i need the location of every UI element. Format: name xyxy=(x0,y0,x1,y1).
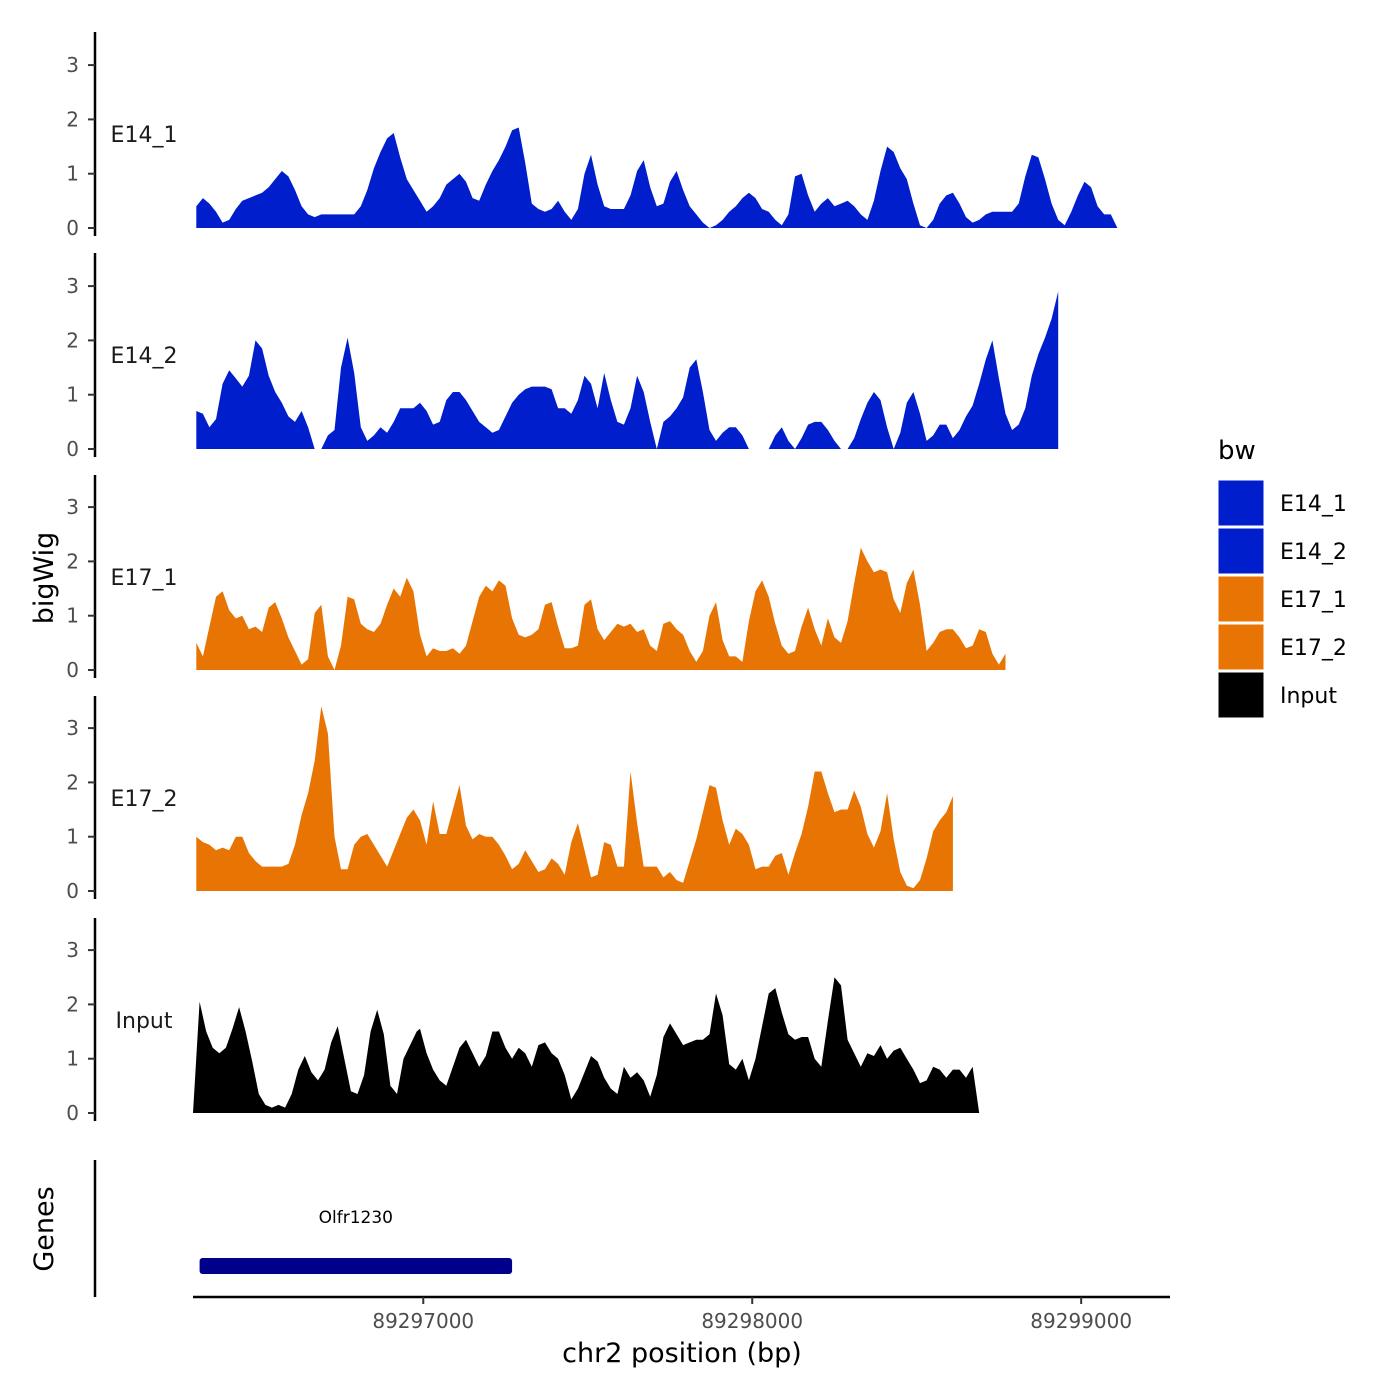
legend-label-e14_1: E14_1 xyxy=(1280,492,1347,517)
y-tick-label-e14_2-3: 3 xyxy=(66,274,79,298)
y-tick-label-e14_1-3: 3 xyxy=(66,53,79,77)
y-tick-label-input-0: 0 xyxy=(66,1101,79,1125)
legend-swatch-e17_2 xyxy=(1217,623,1265,671)
y-tick-label-e17_1-2: 2 xyxy=(66,549,79,573)
legend-label-e17_1: E17_1 xyxy=(1280,588,1347,613)
x-axis-title: chr2 position (bp) xyxy=(562,1338,802,1369)
track-label-e14_1: E14_1 xyxy=(111,123,178,148)
y-axis-title: bigWig xyxy=(29,532,60,625)
y-tick-label-e14_2-0: 0 xyxy=(66,437,79,461)
legend-label-e14_2: E14_2 xyxy=(1280,540,1347,565)
gene-label-olfr1230: Olfr1230 xyxy=(319,1208,393,1228)
x-tick-label-1: 89298000 xyxy=(701,1309,803,1333)
legend-swatch-e14_2 xyxy=(1217,527,1265,575)
y-tick-label-e17_2-0: 0 xyxy=(66,879,79,903)
area-input xyxy=(193,977,980,1113)
x-tick-label-2: 89299000 xyxy=(1030,1309,1132,1333)
legend-swatch-e14_1 xyxy=(1217,479,1265,527)
y-tick-label-input-3: 3 xyxy=(66,938,79,962)
y-tick-label-e17_2-1: 1 xyxy=(66,825,79,849)
area-e14_1 xyxy=(196,127,1118,228)
gene-bar-olfr1230 xyxy=(199,1258,513,1274)
track-label-e14_2: E14_2 xyxy=(111,344,178,369)
x-tick-label-0: 89297000 xyxy=(372,1309,474,1333)
y-tick-label-e14_1-1: 1 xyxy=(66,162,79,186)
legend-label-e17_2: E17_2 xyxy=(1280,636,1347,661)
legend-label-input: Input xyxy=(1280,684,1337,709)
genes-panel-label: Genes xyxy=(29,1186,60,1271)
legend-title: bw xyxy=(1218,436,1256,466)
y-tick-label-e14_1-2: 2 xyxy=(66,107,79,131)
track-label-e17_2: E17_2 xyxy=(111,787,178,812)
y-tick-label-e17_1-3: 3 xyxy=(66,495,79,519)
y-tick-label-e17_2-3: 3 xyxy=(66,716,79,740)
y-tick-label-input-2: 2 xyxy=(66,992,79,1016)
y-tick-label-e17_1-0: 0 xyxy=(66,658,79,682)
area-e17_1 xyxy=(196,547,1006,670)
y-tick-label-input-1: 1 xyxy=(66,1047,79,1071)
legend-swatch-e17_1 xyxy=(1217,575,1265,623)
y-tick-label-e14_2-1: 1 xyxy=(66,383,79,407)
legend-swatch-input xyxy=(1217,671,1265,719)
y-tick-label-e17_1-1: 1 xyxy=(66,604,79,628)
y-tick-label-e14_1-0: 0 xyxy=(66,216,79,240)
y-tick-label-e17_2-2: 2 xyxy=(66,770,79,794)
area-e17_2 xyxy=(196,706,953,891)
y-tick-label-e14_2-2: 2 xyxy=(66,328,79,352)
track-label-e17_1: E17_1 xyxy=(111,566,178,591)
area-e14_2 xyxy=(196,291,1059,449)
track-label-input: Input xyxy=(116,1009,173,1034)
